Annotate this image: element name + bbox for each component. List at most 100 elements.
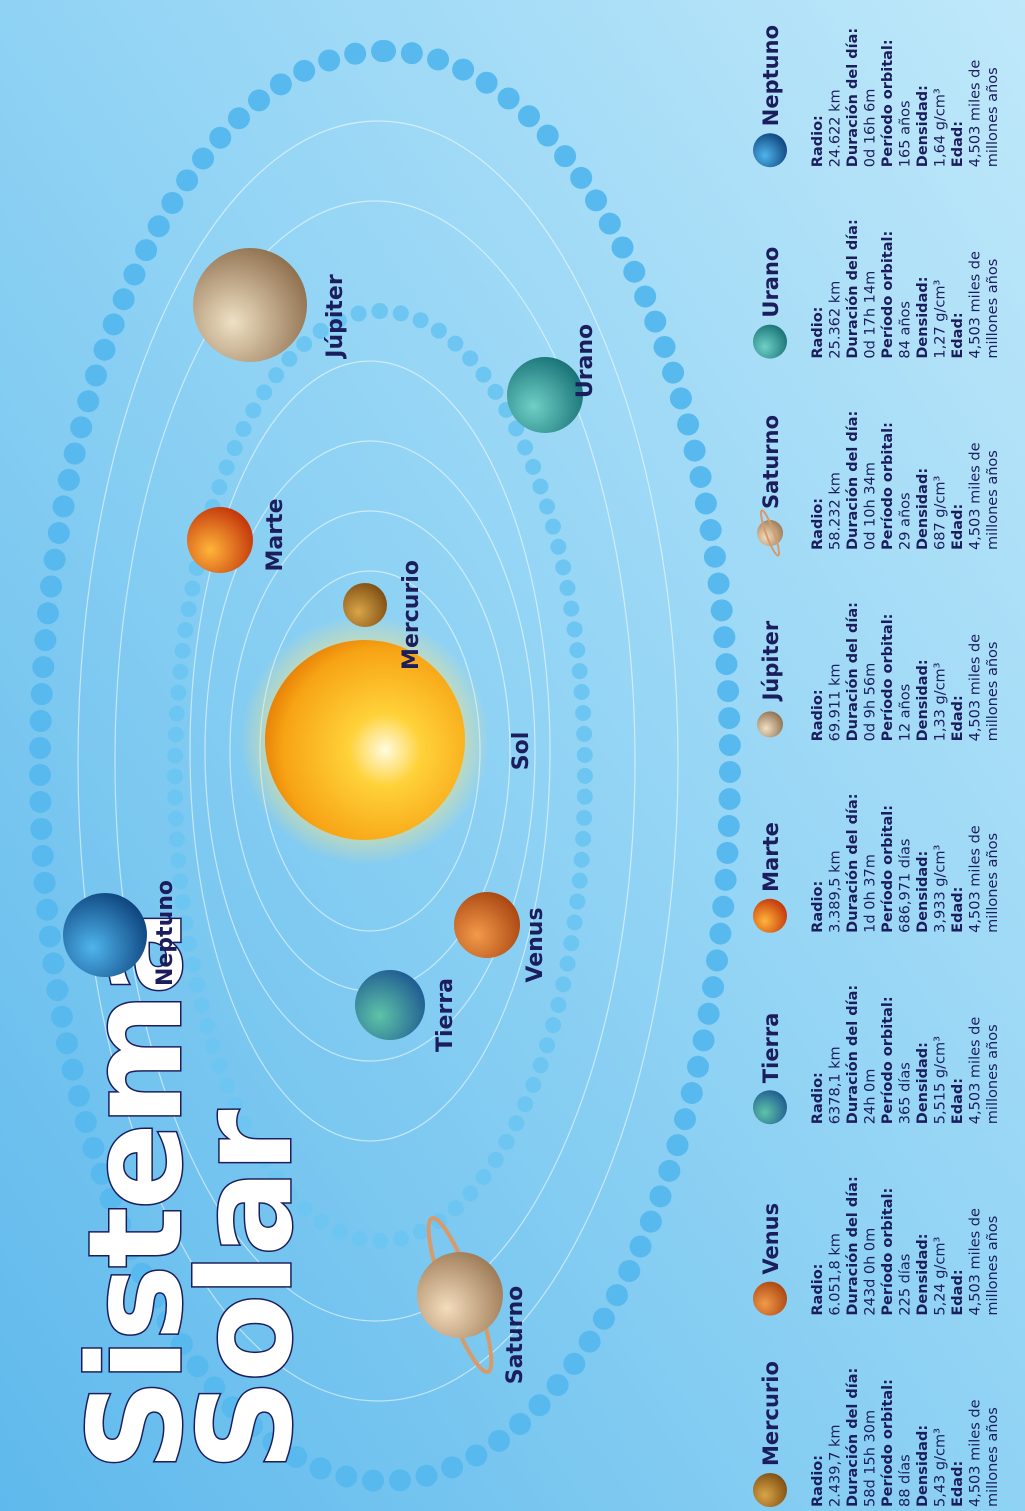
field-value: 84 años — [898, 301, 914, 359]
sun — [265, 640, 465, 840]
planet — [507, 357, 583, 433]
planet-label: Marte — [263, 498, 288, 571]
field-value: 243d 0h 0m — [863, 1228, 879, 1316]
field-label: Radio: — [810, 307, 826, 359]
kuiper-belt — [29, 40, 741, 1492]
field-label: Densidad: — [915, 851, 931, 933]
field-value: millones años — [985, 67, 1001, 167]
field-value: 12 años — [898, 684, 914, 742]
card-icon — [753, 1281, 787, 1316]
field-label: Densidad: — [915, 276, 931, 358]
planet-label: Saturno — [503, 1286, 528, 1385]
field-label: Período orbital: — [880, 231, 896, 359]
planet-card: Urano Radio: 25.362 km Duración del día: 0d … — [753, 219, 1001, 359]
field-label: Edad: — [950, 887, 966, 933]
field-value: 4,503 miles de — [968, 60, 984, 168]
field-value: 58.232 km — [828, 472, 844, 550]
field-value: 4,503 miles de — [968, 251, 984, 359]
field-value: 4,503 miles de — [968, 1399, 984, 1507]
field-value: 1,33 g/cm³ — [933, 662, 949, 741]
field-label: Duración del día: — [845, 602, 861, 741]
orbit-lines — [77, 120, 679, 1402]
planet — [63, 893, 147, 977]
field-value: 0d 9h 56m — [863, 663, 879, 742]
field-label: Edad: — [950, 1269, 966, 1315]
title-line: Solar — [172, 1110, 321, 1471]
field-value: 1,27 g/cm³ — [933, 280, 949, 359]
field-label: Duración del día: — [845, 1176, 861, 1315]
field-value: 1d 0h 37m — [863, 854, 879, 933]
field-label: Duración del día: — [845, 985, 861, 1124]
card-name: Neptuno — [759, 25, 783, 126]
field-value: 0d 17h 14m — [863, 271, 879, 359]
planet — [355, 970, 425, 1040]
field-value: 3.389,5 km — [828, 850, 844, 932]
card-name: Saturno — [759, 415, 783, 509]
planet-card: Neptuno Radio: 24.622 km Duración del día: 0… — [753, 25, 1001, 168]
field-value: 5,43 g/cm³ — [933, 1428, 949, 1507]
field-value: 6.051,8 km — [828, 1233, 844, 1315]
planet-label: Tierra — [433, 978, 458, 1052]
field-label: Duración del día: — [845, 411, 861, 550]
field-value: 58d 15h 30m — [863, 1410, 879, 1507]
field-value: 4,503 miles de — [968, 1017, 984, 1125]
field-value: 1,64 g/cm³ — [933, 88, 949, 167]
field-value: millones años — [985, 1407, 1001, 1507]
field-label: Período orbital: — [880, 422, 896, 550]
card-name: Marte — [759, 822, 783, 892]
field-value: 69.911 km — [828, 664, 844, 742]
asteroid-belt — [167, 303, 593, 1249]
field-label: Período orbital: — [880, 805, 896, 933]
field-label: Radio: — [810, 498, 826, 550]
field-label: Edad: — [950, 695, 966, 741]
field-value: 5,24 g/cm³ — [933, 1237, 949, 1316]
planet-label: Mercurio — [399, 560, 424, 670]
field-label: Radio: — [810, 881, 826, 933]
field-label: Densidad: — [915, 468, 931, 550]
card-icon — [753, 133, 787, 168]
field-label: Período orbital: — [880, 39, 896, 167]
card-icon — [753, 1473, 787, 1507]
field-value: 4,503 miles de — [968, 825, 984, 933]
field-label: Edad: — [950, 1461, 966, 1507]
field-label: Radio: — [810, 1455, 826, 1507]
card-icon — [753, 1090, 787, 1125]
planet-card: Venus Radio: 6.051,8 km Duración del día: 24… — [753, 1176, 1001, 1316]
field-value: 88 días — [898, 1454, 914, 1507]
field-value: 25.362 km — [828, 281, 844, 359]
field-label: Duración del día: — [845, 28, 861, 167]
field-value: millones años — [985, 1216, 1001, 1316]
planet — [454, 892, 520, 958]
field-label: Radio: — [810, 689, 826, 741]
field-value: 0d 10h 34m — [863, 462, 879, 550]
saturn-ring — [759, 509, 781, 557]
field-label: Duración del día: — [845, 219, 861, 358]
planet — [187, 507, 253, 573]
field-label: Edad: — [950, 312, 966, 358]
planet-card: Mercurio Radio: 2.439,7 km Duración del día… — [753, 1361, 1001, 1507]
card-icon — [753, 324, 787, 359]
field-value: 3,933 g/cm³ — [933, 844, 949, 932]
planet — [193, 248, 307, 362]
planet — [417, 1252, 503, 1338]
card-name: Tierra — [759, 1013, 783, 1084]
planet — [343, 583, 387, 627]
field-label: Densidad: — [915, 659, 931, 741]
field-label: Densidad: — [915, 85, 931, 167]
card-name: Venus — [759, 1203, 783, 1275]
field-value: 686,971 días — [898, 839, 914, 933]
field-label: Edad: — [950, 504, 966, 550]
field-label: Período orbital: — [880, 614, 896, 742]
field-label: Densidad: — [915, 1042, 931, 1124]
field-value: 24.622 km — [828, 89, 844, 167]
field-value: millones años — [985, 259, 1001, 359]
field-label: Duración del día: — [845, 793, 861, 932]
field-value: 225 días — [898, 1254, 914, 1316]
field-value: millones años — [985, 833, 1001, 933]
planet-card: Marte Radio: 3.389,5 km Duración del día: 1d… — [753, 793, 1001, 933]
field-label: Edad: — [950, 121, 966, 167]
planet-card: Júpiter Radio: 69.911 km Duración del día: 0… — [757, 602, 1001, 741]
